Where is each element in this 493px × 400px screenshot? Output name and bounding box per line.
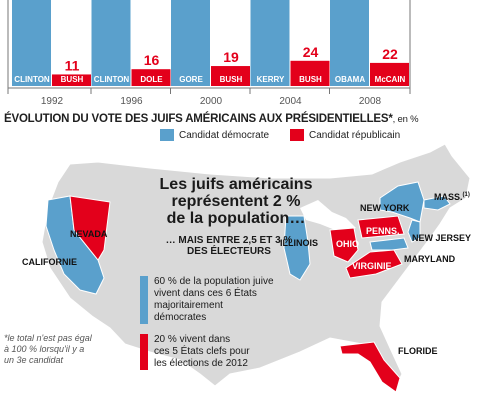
legend-dem-label: Candidat démocrate bbox=[179, 129, 270, 141]
label-illinois: ILLINOIS bbox=[280, 238, 318, 248]
map-headline-line-2: représentent 2 % bbox=[171, 193, 301, 210]
candidate-rep-2000: BUSH bbox=[220, 75, 243, 84]
bar-dem-1992 bbox=[12, 0, 51, 86]
state-penns bbox=[357, 215, 405, 239]
year-label-2004: 2004 bbox=[279, 96, 302, 107]
vote-bar-chart: 11 CLINTON BUSH 16 CLINTON DOLE 19 GORE BUSH 24 KE… bbox=[7, 0, 411, 107]
bar-rep-1996 bbox=[131, 69, 171, 86]
bar-dem-1996 bbox=[91, 0, 131, 86]
dem-box-line-3: majoritairement démocrates bbox=[154, 300, 223, 323]
value-label-rep-2008: 22 bbox=[382, 46, 398, 62]
usa-land bbox=[41, 143, 471, 387]
great-lakes bbox=[300, 200, 356, 232]
legend-rep-swatch bbox=[290, 129, 304, 141]
dem-box-line-2: vivent dans ces 6 États bbox=[154, 288, 257, 299]
footnote: *le total n'est pas égal à 100 % lorsqu'… bbox=[4, 333, 104, 366]
rep-box-line-3: les élections de 2012 bbox=[154, 358, 248, 369]
label-mass-text: MASS. bbox=[434, 192, 463, 202]
dem-box-line-1: 60 % de la population juive bbox=[154, 276, 274, 287]
map-subhead-line-2: DES ÉLECTEURS bbox=[187, 246, 271, 257]
chart-title: ÉVOLUTION DU VOTE DES JUIFS AMÉRICAINS A… bbox=[4, 113, 419, 125]
rep-states-box: 20 % vivent dans ces 5 États clefs pour … bbox=[140, 334, 276, 370]
bar-rep-2004 bbox=[290, 60, 330, 86]
label-new-york: NEW YORK bbox=[360, 203, 410, 213]
footnote-line-2: à 100 % lorsqu'il y a bbox=[4, 344, 85, 354]
candidate-rep-1992: BUSH bbox=[61, 75, 84, 84]
candidate-dem-2000: GORE bbox=[179, 75, 203, 84]
label-ohio: OHIO bbox=[336, 239, 360, 249]
footnote-line-3: un 3e candidat bbox=[4, 355, 64, 365]
us-map bbox=[41, 143, 471, 393]
legend-rep-label: Candidat républicain bbox=[309, 129, 401, 141]
label-floride: FLORIDE bbox=[398, 346, 438, 356]
bar-dem-2004 bbox=[250, 0, 290, 86]
bar-dem-2008 bbox=[330, 0, 369, 86]
bar-rep-2008 bbox=[370, 62, 409, 86]
legend-dem-swatch bbox=[160, 129, 174, 141]
state-ohio bbox=[329, 227, 359, 263]
year-label-2000: 2000 bbox=[200, 96, 223, 107]
candidate-rep-1996: DOLE bbox=[140, 75, 163, 84]
candidate-dem-1996: CLINTON bbox=[94, 75, 130, 84]
label-maryland: MARYLAND bbox=[404, 254, 456, 264]
label-new-jersey: NEW JERSEY bbox=[412, 233, 472, 243]
label-virginie: VIRGINIE bbox=[352, 261, 392, 271]
candidate-dem-2008: OBAMA bbox=[335, 75, 365, 84]
bar-rep-1992 bbox=[52, 74, 91, 86]
state-new-jersey bbox=[407, 219, 421, 243]
year-label-2008: 2008 bbox=[359, 96, 382, 107]
map-headline: Les juifs américains représentent 2 % de… bbox=[146, 176, 326, 227]
value-label-rep-1996: 16 bbox=[144, 52, 160, 68]
map-subhead-line-1: … MAIS ENTRE 2,5 ET 3 % bbox=[165, 235, 293, 246]
state-virginie bbox=[345, 249, 403, 279]
label-nevada: NEVADA bbox=[70, 229, 108, 239]
dem-box-swatch bbox=[140, 276, 148, 324]
year-label-1992: 1992 bbox=[41, 96, 64, 107]
state-maryland bbox=[369, 237, 409, 251]
state-illinois bbox=[283, 215, 311, 281]
bar-dem-2000 bbox=[171, 0, 210, 86]
candidate-rep-2004: BUSH bbox=[299, 75, 322, 84]
candidate-rep-2008: McCAIN bbox=[375, 75, 406, 84]
value-label-rep-1992: 11 bbox=[65, 57, 80, 73]
map-headline-line-1: Les juifs américains bbox=[159, 176, 313, 193]
year-label-1996: 1996 bbox=[120, 96, 143, 107]
state-mass bbox=[423, 195, 451, 211]
label-mass-note: (1) bbox=[462, 192, 470, 198]
label-penns: PENNS. bbox=[366, 226, 400, 236]
rep-box-swatch bbox=[140, 334, 148, 370]
rep-box-line-2: ces 5 États clefs pour bbox=[154, 346, 250, 357]
value-label-rep-2004: 24 bbox=[303, 44, 319, 60]
chart-title-unit: , en % bbox=[392, 114, 419, 125]
label-california: CALIFORNIE bbox=[22, 257, 77, 267]
value-label-rep-2000: 19 bbox=[223, 49, 239, 65]
state-nevada bbox=[69, 195, 111, 261]
footnote-line-1: *le total n'est pas égal bbox=[4, 333, 92, 343]
bar-rep-2000 bbox=[211, 66, 250, 86]
label-mass: MASS.(1) bbox=[434, 192, 470, 202]
candidate-dem-1992: CLINTON bbox=[14, 75, 50, 84]
map-subhead: … MAIS ENTRE 2,5 ET 3 % DES ÉLECTEURS bbox=[146, 235, 312, 257]
candidate-dem-2004: KERRY bbox=[257, 75, 285, 84]
chart-title-main: ÉVOLUTION DU VOTE DES JUIFS AMÉRICAINS A… bbox=[4, 113, 393, 125]
dem-states-box: 60 % de la population juive vivent dans … bbox=[140, 276, 276, 324]
legend-dem: Candidat démocrate bbox=[160, 128, 269, 142]
state-floride bbox=[339, 341, 401, 393]
legend-rep: Candidat républicain bbox=[290, 128, 400, 142]
rep-box-line-1: 20 % vivent dans bbox=[154, 334, 231, 345]
map-headline-line-3: de la population… bbox=[166, 210, 306, 227]
